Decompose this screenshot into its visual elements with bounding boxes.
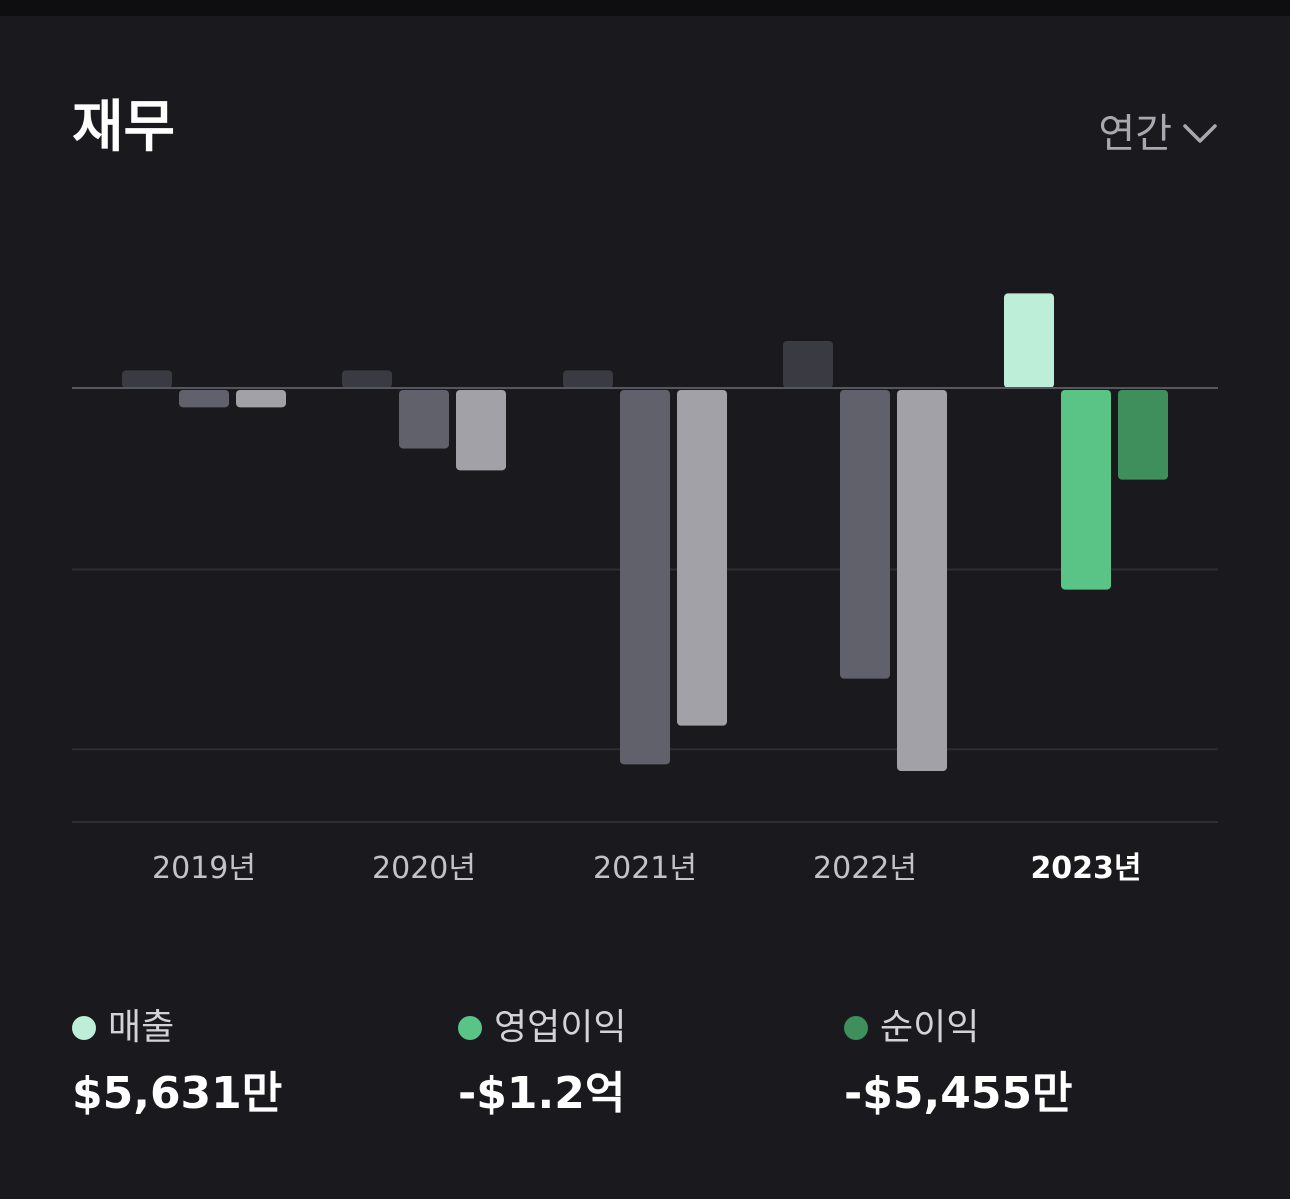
legend-value: -$1.2억 [458, 1068, 626, 1119]
period-dropdown[interactable]: 연간 [1098, 114, 1218, 154]
x-tick-label: 2023년 [1030, 851, 1141, 886]
bar-2022년-영업이익 [840, 390, 890, 679]
chevron-down-icon [1183, 124, 1217, 143]
revenue-dot-icon [72, 1016, 96, 1040]
bar-2021년-영업이익 [620, 390, 670, 765]
bar-2019년-순이익 [236, 390, 286, 408]
bar-2021년-순이익 [677, 390, 727, 726]
legend-value: $5,631만 [72, 1068, 283, 1119]
bar-2021년-매출 [563, 370, 613, 388]
legend-value: -$5,455만 [844, 1068, 1073, 1119]
legend-label: 영업이익 [494, 1007, 627, 1048]
bar-2020년-매출 [342, 370, 392, 388]
x-tick-label: 2019년 [152, 851, 256, 886]
bar-2022년-매출 [783, 340, 833, 388]
legend-item-operating-income: 영업이익 -$1.2억 [458, 1006, 626, 1116]
x-tick-label: 2021년 [593, 851, 697, 886]
bar-2020년-영업이익 [399, 390, 449, 449]
bar-2019년-매출 [122, 370, 172, 388]
bar-2023년-매출 [1004, 293, 1054, 388]
legend-item-net-income: 순이익 -$5,455만 [844, 1006, 1073, 1116]
operating-income-dot-icon [458, 1016, 482, 1040]
x-tick-label: 2022년 [813, 851, 917, 886]
financials-card: 재무 연간 2019년 2020년 2021년 2022년 2023년 매출 $5,63… [0, 16, 1290, 1199]
legend-label: 순이익 [880, 1007, 980, 1048]
net-income-dot-icon [844, 1016, 868, 1040]
bar-2020년-순이익 [456, 390, 506, 471]
section-title: 재무 [72, 95, 176, 160]
period-label: 연간 [1098, 111, 1172, 157]
bar-2022년-순이익 [897, 390, 947, 772]
legend-item-revenue: 매출 $5,631만 [72, 1006, 282, 1116]
legend-label: 매출 [108, 1007, 175, 1048]
bar-2023년-순이익 [1118, 390, 1168, 480]
x-tick-label: 2020년 [372, 851, 476, 886]
bar-2023년-영업이익 [1061, 390, 1111, 590]
financials-bar-chart: 2019년 2020년 2021년 2022년 2023년 [72, 293, 1218, 886]
bar-2019년-영업이익 [179, 390, 229, 408]
